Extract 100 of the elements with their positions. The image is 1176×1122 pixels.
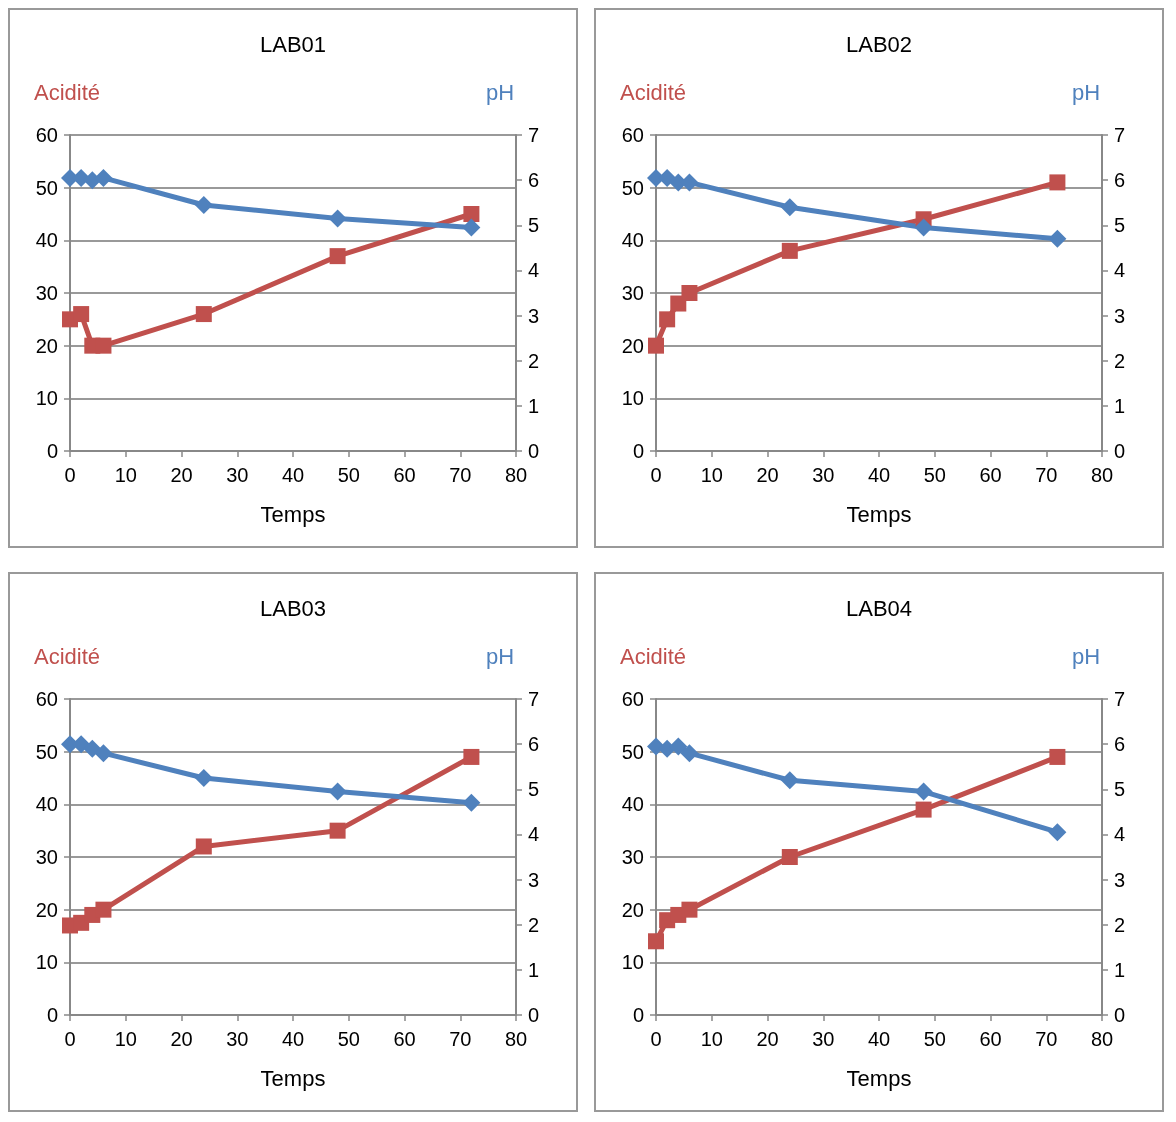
point [1048, 823, 1067, 842]
point [1049, 748, 1066, 765]
y-tick-label: 60 [35, 688, 58, 710]
x-tick-label: 20 [170, 464, 193, 486]
point [681, 285, 698, 301]
y-tick-label: 10 [621, 387, 644, 410]
point [780, 198, 799, 217]
y-tick-label: 20 [35, 898, 58, 921]
point [463, 206, 480, 222]
point [780, 771, 799, 790]
point [914, 218, 933, 237]
x-tick-label: 80 [1090, 464, 1114, 486]
y2-tick-label: 3 [528, 868, 540, 891]
point [670, 295, 687, 312]
x-tick-label: 30 [812, 1028, 835, 1050]
y2-tick-label: 4 [528, 823, 540, 846]
point [329, 822, 346, 839]
x-tick-label: 0 [650, 464, 662, 486]
x-tick-label: 50 [923, 464, 946, 486]
chart-title: LAB03 [259, 595, 327, 621]
x-tick-label: 20 [170, 1028, 193, 1050]
point [1049, 174, 1066, 191]
chart-title: LAB02 [845, 31, 913, 57]
y-tick-label: 30 [35, 846, 58, 868]
y2-tick-label: 5 [528, 778, 540, 801]
x-tick-label: 80 [504, 464, 528, 486]
x-tick-label: 60 [393, 464, 416, 486]
y-tick-label: 20 [621, 334, 644, 357]
y-axis-title: Acidité [33, 643, 100, 669]
y2-tick-label: 4 [1114, 259, 1126, 282]
y2-tick-label: 7 [1114, 688, 1126, 710]
y-tick-label: 60 [621, 688, 644, 710]
x-axis-title: Temps [260, 1065, 326, 1091]
point [94, 168, 113, 187]
y2-tick-label: 4 [528, 259, 540, 282]
point [462, 218, 481, 237]
point [94, 744, 113, 763]
y-tick-label: 20 [35, 334, 58, 357]
x-tick-label: 50 [337, 1028, 360, 1050]
chart-title: LAB04 [845, 595, 913, 621]
x-tick-label: 60 [979, 464, 1002, 486]
x-tick-label: 10 [700, 1028, 723, 1050]
y2-tick-label: 3 [1114, 868, 1126, 891]
y-tick-label: 10 [35, 387, 58, 410]
point [463, 748, 480, 765]
y2-tick-label: 6 [528, 733, 540, 756]
x-tick-label: 0 [64, 464, 76, 486]
y2-axis-title: pH [1072, 643, 1101, 669]
x-tick-label: 30 [226, 1028, 249, 1050]
y2-tick-label: 7 [1114, 124, 1126, 146]
y2-tick-label: 2 [1114, 913, 1126, 936]
y-axis-title: Acidité [619, 643, 686, 669]
x-tick-label: 80 [1090, 1028, 1114, 1050]
y-tick-label: 50 [35, 740, 58, 763]
y2-tick-label: 2 [528, 913, 540, 936]
y-tick-label: 30 [621, 282, 644, 304]
x-tick-label: 10 [700, 464, 723, 486]
y-axis-title: Acidité [33, 79, 100, 105]
x-tick-label: 80 [504, 1028, 528, 1050]
point [659, 311, 676, 328]
y-tick-label: 20 [621, 898, 644, 921]
x-tick-label: 50 [923, 1028, 946, 1050]
y-tick-label: 30 [35, 282, 58, 304]
y2-tick-label: 3 [528, 304, 540, 327]
x-tick-label: 60 [979, 1028, 1002, 1050]
point [669, 737, 688, 756]
point [83, 739, 102, 758]
y2-tick-label: 3 [1114, 304, 1126, 327]
x-axis-title: Temps [260, 501, 326, 527]
y2-tick-label: 5 [528, 214, 540, 237]
point [648, 337, 664, 354]
x-tick-label: 70 [449, 464, 472, 486]
point [195, 306, 212, 323]
point [95, 337, 112, 354]
y-tick-label: 40 [35, 793, 58, 816]
y-tick-label: 60 [621, 124, 644, 146]
y-tick-label: 0 [632, 440, 644, 462]
y-tick-label: 50 [35, 176, 58, 199]
x-tick-label: 70 [449, 1028, 472, 1050]
y2-tick-label: 0 [1114, 1004, 1126, 1026]
y2-axis-title: pH [1072, 79, 1101, 105]
y2-axis-title: pH [486, 643, 515, 669]
x-tick-label: 10 [114, 464, 137, 486]
x-tick-label: 40 [281, 1028, 305, 1050]
point [328, 782, 347, 801]
x-tick-label: 30 [812, 464, 835, 486]
point [1048, 229, 1067, 248]
x-tick-label: 60 [393, 1028, 416, 1050]
y2-tick-label: 7 [528, 124, 540, 146]
x-tick-label: 40 [867, 464, 891, 486]
point [95, 901, 112, 918]
y2-tick-label: 6 [1114, 733, 1126, 756]
y-tick-label: 50 [621, 740, 644, 763]
point [914, 782, 933, 801]
y-tick-label: 10 [35, 951, 58, 974]
y-tick-label: 60 [35, 124, 58, 146]
x-tick-label: 40 [281, 464, 305, 486]
y2-tick-label: 6 [528, 169, 540, 192]
y-tick-label: 40 [621, 793, 644, 816]
point [194, 769, 213, 787]
